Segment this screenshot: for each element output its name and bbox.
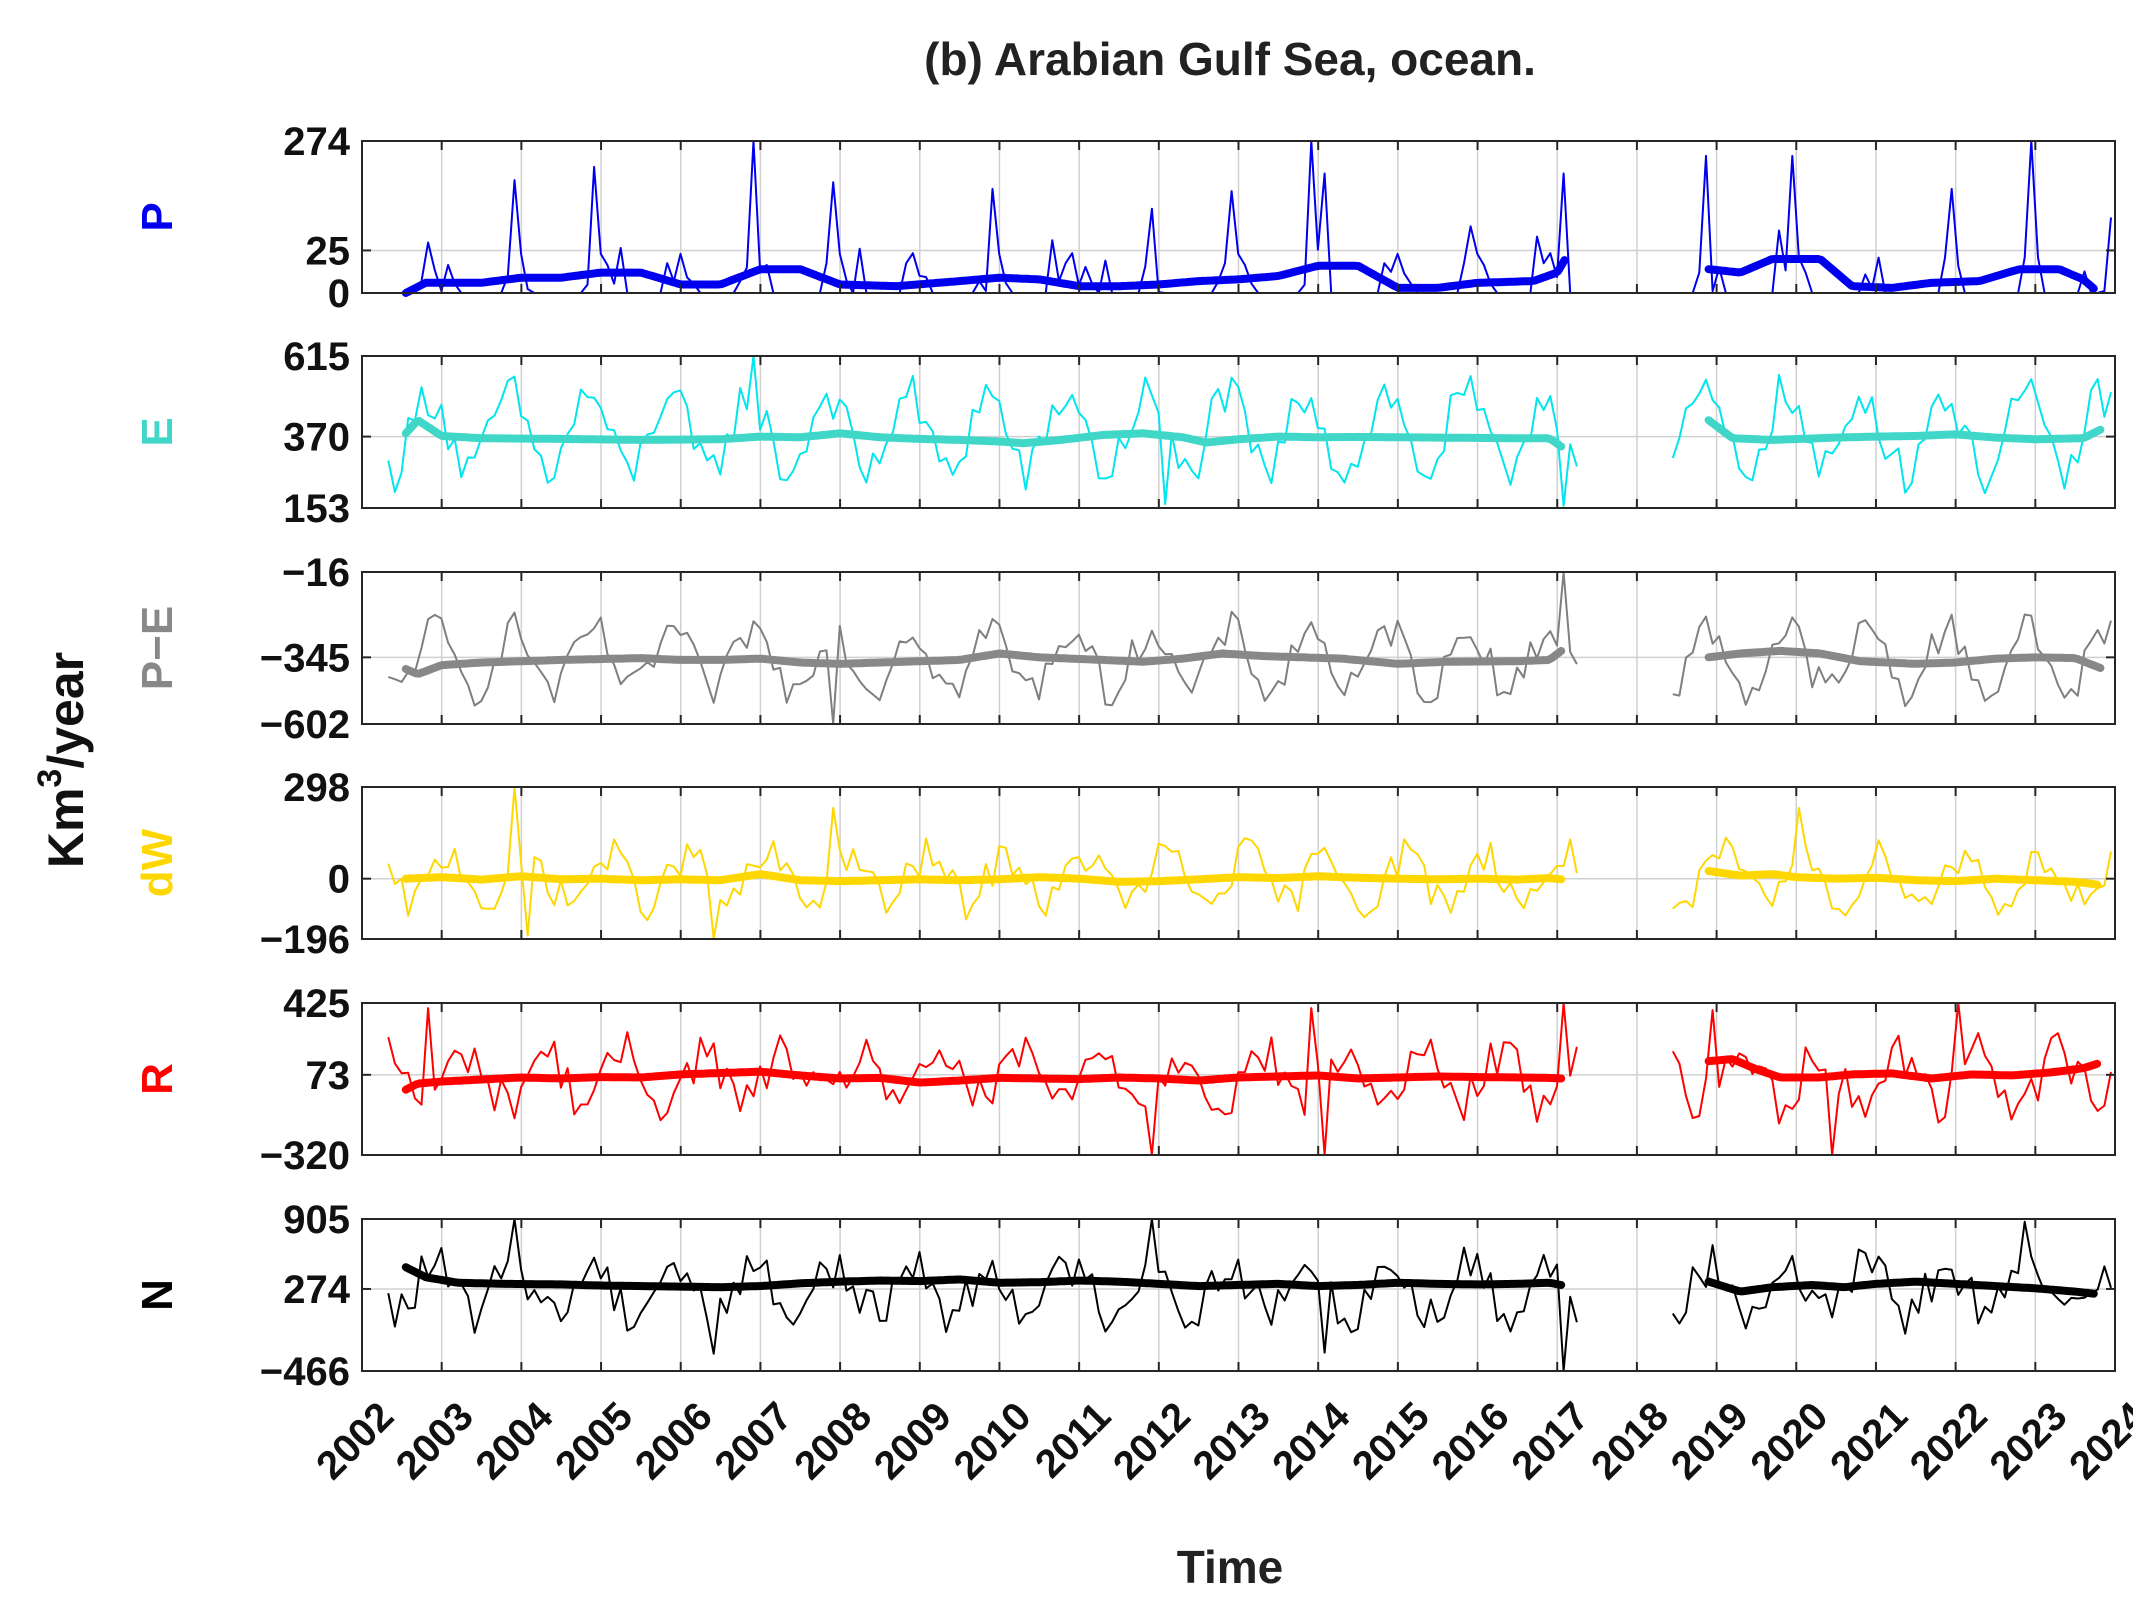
y-tick-label: 425	[283, 982, 350, 1026]
panel-label-dw: dW	[133, 828, 182, 897]
panel-p-e: −602 −345 −16 P−E	[133, 551, 2116, 747]
y-tick-label: 0	[328, 858, 350, 902]
smooth-series-r-0	[401, 1067, 1566, 1094]
raw-series-n-1	[1671, 1220, 2112, 1335]
raw-series-r-1	[1671, 1002, 2112, 1156]
y-tick-label: −320	[260, 1134, 350, 1178]
panel-n: −466 274 905 N	[133, 1198, 2116, 1394]
y-tick-label: 73	[306, 1054, 351, 1098]
y-tick-label: 153	[283, 487, 350, 531]
y-tick-label: −345	[260, 636, 350, 680]
raw-series-p-e-0	[387, 571, 1578, 725]
y-tick-label: −16	[282, 551, 350, 595]
smooth-series-dw-0	[401, 870, 1566, 886]
panel-r: −320 73 425 R	[133, 982, 2116, 1178]
smooth-series-p-1	[1704, 255, 2098, 293]
smooth-series-p-0	[401, 256, 1569, 297]
raw-series-p-0	[388, 140, 1577, 294]
y-tick-label: 274	[283, 120, 350, 164]
y-tick-label: 0	[328, 272, 350, 316]
panel-label-e: E	[133, 417, 182, 446]
panel-label-p-e: P−E	[133, 606, 182, 690]
smooth-series-n-0	[401, 1263, 1566, 1292]
y-tick-label: 905	[283, 1198, 350, 1242]
y-tick-label: 615	[283, 335, 350, 379]
raw-series-r-0	[387, 1002, 1578, 1156]
raw-series-n-0	[387, 1218, 1578, 1372]
y-tick-label: 370	[283, 416, 350, 460]
y-tick-label: −466	[260, 1350, 350, 1394]
chart-title: (b) Arabian Gulf Sea, ocean.	[924, 33, 1536, 85]
raw-series-e-0	[387, 355, 1578, 507]
smooth-series-p-e-1	[1704, 646, 2105, 672]
panels: 025274P153370615E−602−345−16P−E−1960298d…	[133, 120, 2116, 1394]
smooth-series-r-1	[1704, 1055, 2102, 1083]
y-axis-title: Km3/year	[31, 652, 94, 868]
y-tick-label: −602	[260, 703, 350, 747]
y-axis-title-base: Km	[38, 788, 94, 869]
smooth-series-p-e-0	[401, 646, 1566, 678]
smooth-series-e-0	[401, 417, 1566, 451]
smooth-series-n-1	[1704, 1277, 2098, 1298]
raw-series-p-e-1	[1672, 613, 2112, 708]
raw-series-e-1	[1671, 373, 2112, 495]
panel-label-n: N	[133, 1279, 182, 1311]
smooth-series-dw-1	[1704, 867, 2102, 889]
panel-e: 153 370 615 E	[133, 335, 2116, 531]
panel-dw: −196 0 298 dW	[133, 766, 2116, 962]
x-axis-title: Time	[1177, 1541, 1284, 1593]
y-tick-label: 25	[306, 229, 351, 273]
y-tick-label: 274	[283, 1268, 350, 1312]
panel-label-r: R	[133, 1063, 182, 1095]
y-tick-label: 298	[283, 766, 350, 810]
y-axis-title-superscript: 3	[31, 769, 69, 788]
panel-p: 025 274 P	[133, 120, 2116, 316]
y-tick-label: −196	[260, 918, 350, 962]
y-axis-title-rest: /year	[38, 652, 94, 769]
panel-label-p: P	[133, 202, 182, 231]
smooth-series-e-1	[1704, 416, 2105, 444]
